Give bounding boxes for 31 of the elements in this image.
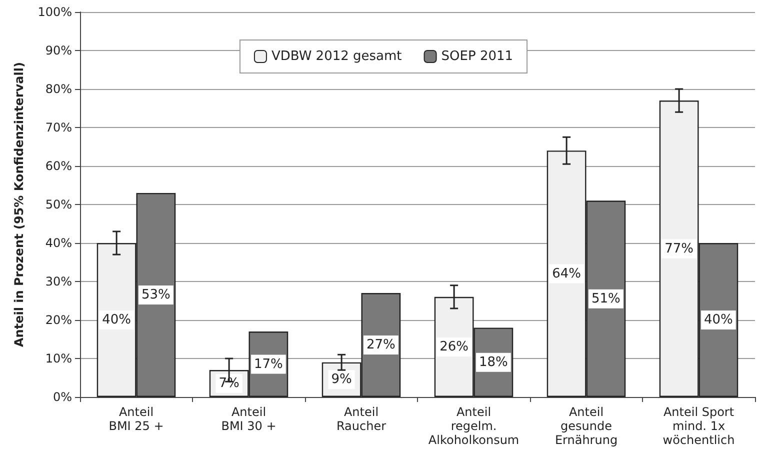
x-tick-label: Anteil BMI 30 + [221, 405, 276, 433]
data-label: 64% [552, 266, 582, 282]
data-label: 77% [664, 241, 694, 256]
data-label: 17% [254, 356, 283, 372]
data-label: 40% [102, 312, 132, 328]
y-tick-label: 20% [45, 313, 72, 327]
legend-label: VDBW 2012 gesamt [271, 49, 402, 64]
data-label: 9% [331, 372, 352, 388]
y-tick-label: 10% [45, 352, 72, 366]
y-tick-label: 60% [45, 159, 72, 173]
data-label: 53% [141, 287, 170, 302]
x-tick-label: Anteil regelm. Alkoholkonsum [428, 405, 520, 447]
y-tick-label: 90% [45, 44, 72, 58]
y-tick-label: 0% [52, 390, 72, 404]
y-tick-label: 50% [45, 198, 72, 212]
y-axis-title: Anteil in Prozent (95% Konfidenzintervall) [12, 62, 26, 347]
data-label: 26% [440, 339, 469, 354]
x-tick-label: Anteil Raucher [336, 405, 386, 433]
data-label: 40% [704, 312, 733, 328]
y-tick-label: 80% [45, 82, 72, 96]
legend-label: SOEP 2011 [441, 49, 514, 64]
data-label: 51% [591, 291, 620, 306]
data-label: 18% [478, 354, 508, 370]
x-tick-label: Anteil BMI 25 + [108, 405, 164, 433]
y-tick-label: 30% [45, 274, 72, 288]
data-label: 27% [366, 338, 396, 353]
y-tick-label: 70% [45, 120, 72, 134]
y-tick-label: 40% [45, 236, 72, 250]
y-tick-label: 100% [38, 5, 72, 19]
x-tick-label: Anteil gesunde Ernährung [554, 405, 618, 447]
x-tick-label: Anteil Sport mind. 1x wöchentlich [662, 405, 735, 447]
